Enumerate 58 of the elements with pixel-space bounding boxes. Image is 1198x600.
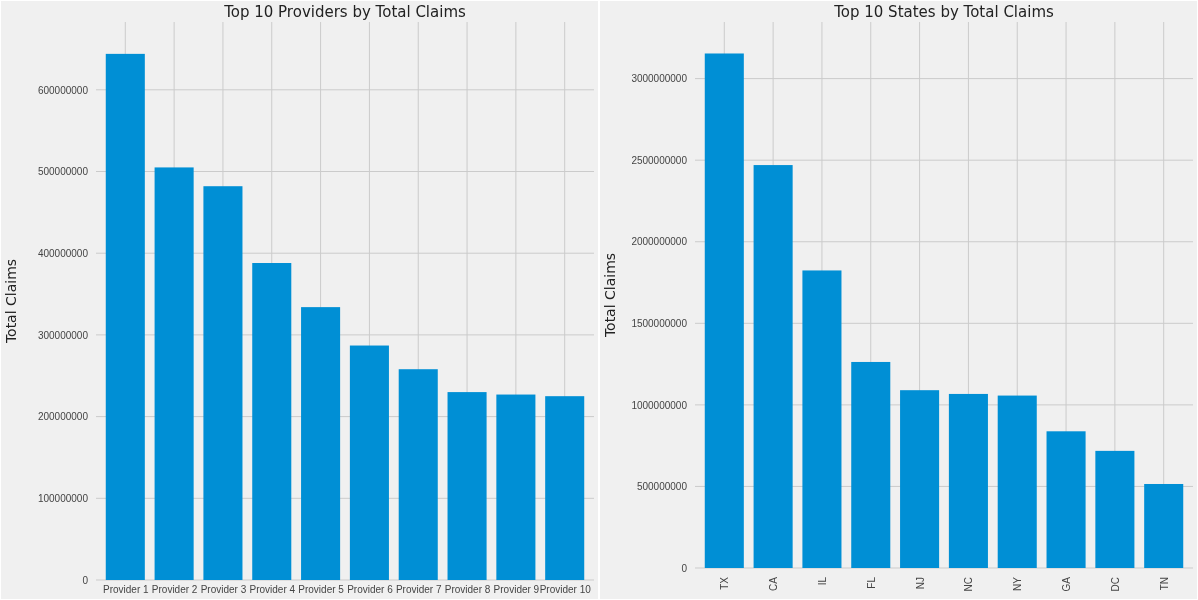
chart-title: Top 10 States by Total Claims: [833, 3, 1054, 21]
x-tick-label: Provider 5: [298, 584, 345, 596]
bar: [496, 394, 536, 580]
bar: [1144, 483, 1184, 568]
x-tick-label: NC: [963, 577, 975, 592]
x-tick-label: IL: [816, 576, 828, 586]
y-tick-label: 300000000: [37, 329, 89, 341]
y-tick-label: 2500000000: [631, 154, 688, 166]
bar: [704, 53, 744, 568]
y-tick-label: 500000000: [636, 481, 688, 493]
x-tick-label: Provider 3: [200, 584, 247, 596]
bar: [900, 390, 940, 568]
y-tick-label: 2000000000: [631, 236, 688, 248]
x-tick-label: GA: [1061, 576, 1073, 592]
x-tick-label: TN: [1158, 577, 1170, 591]
y-tick-label: 200000000: [37, 411, 89, 423]
y-tick-label: 100000000: [37, 493, 89, 504]
x-tick-label: Provider 10: [539, 584, 592, 596]
y-tick-label: 400000000: [37, 247, 89, 259]
y-tick-label: 0: [82, 574, 89, 586]
bar: [154, 167, 194, 580]
bar: [851, 361, 891, 568]
chart-title: Top 10 Providers by Total Claims: [223, 3, 467, 21]
x-tick-label: Provider 1: [103, 584, 150, 596]
bar: [349, 345, 389, 580]
bar: [105, 53, 145, 580]
bar: [545, 396, 585, 580]
bar: [753, 165, 793, 568]
x-tick-label: Provider 4: [249, 584, 296, 596]
bar: [301, 307, 341, 580]
bar: [997, 395, 1037, 568]
x-tick-label: NY: [1012, 576, 1024, 591]
x-tick-label: FL: [865, 576, 877, 589]
bar: [948, 393, 988, 568]
x-tick-label: Provider 9: [493, 584, 540, 596]
bar: [203, 186, 243, 580]
bar: [252, 263, 292, 580]
y-tick-label: 1500000000: [631, 318, 688, 329]
y-tick-label: 1000000000: [631, 399, 688, 411]
bar: [802, 270, 842, 568]
bar: [398, 369, 438, 580]
bar: [1046, 431, 1086, 568]
y-tick-label: 3000000000: [631, 73, 688, 85]
x-tick-label: CA: [768, 576, 780, 591]
x-tick-label: TX: [719, 576, 731, 590]
x-tick-label: Provider 2: [151, 584, 198, 596]
y-tick-label: 0: [681, 562, 688, 574]
y-tick-label: 600000000: [37, 84, 89, 96]
bar: [447, 392, 487, 580]
bar: [1095, 450, 1135, 568]
y-tick-label: 500000000: [37, 166, 89, 178]
x-tick-label: NJ: [914, 577, 926, 590]
y-axis-title: Total Claims: [602, 252, 618, 339]
x-tick-label: Provider 7: [395, 584, 442, 596]
x-tick-label: DC: [1109, 577, 1121, 592]
x-tick-label: Provider 6: [347, 584, 394, 596]
x-tick-label: Provider 8: [444, 584, 491, 596]
y-axis-title: Total Claims: [3, 258, 19, 345]
